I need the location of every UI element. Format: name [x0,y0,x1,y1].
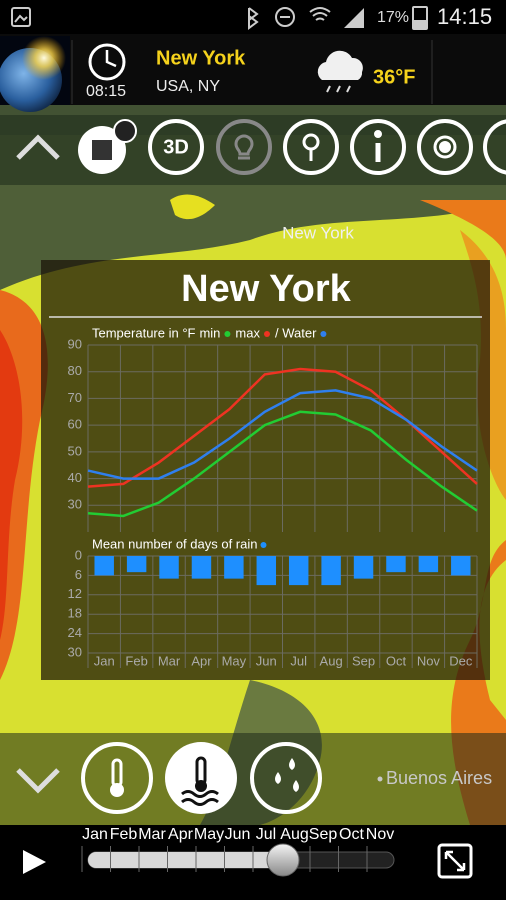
clock-icon [88,43,126,81]
y-tick-label: 70 [68,390,82,405]
bar [386,556,406,573]
water-temperature-layer-button[interactable] [165,742,237,814]
target-button[interactable] [417,119,473,175]
x-tick-label: May [222,653,247,668]
more-button[interactable] [483,119,506,175]
y-tick-label: 24 [68,625,82,640]
calendar-button[interactable] [78,119,137,174]
y-tick-label: 0 [75,547,82,562]
series-line [87,410,478,518]
region: USA, NY [156,78,220,95]
x-tick-label: Sep [352,653,375,668]
map-dot [377,776,383,782]
y-tick-label: 6 [75,567,82,582]
timeline-month: Jun [225,826,251,843]
timeline-month: Jul [256,826,276,843]
x-tick-label: Mar [158,653,181,668]
timeline-slider[interactable]: Jan Feb Mar Apr May Jun Jul Aug Sep Oct Nov [81,826,395,872]
y-tick-label: 30 [68,497,82,512]
bar [321,556,341,586]
play-button[interactable] [23,850,46,874]
collapse-button[interactable] [16,134,60,160]
bar [94,556,114,576]
y-tick-label: 50 [68,443,82,458]
y-tick-label: 90 [68,336,82,351]
weather-icon [317,50,363,93]
bar [353,556,374,579]
y-tick-label: 40 [68,470,82,485]
3d-label: 3D [163,136,189,158]
legend-label: min [199,325,220,340]
panel-title: New York [181,268,352,310]
timeline-month: Nov [366,826,394,843]
temperature-layer-button[interactable] [81,742,153,814]
y-tick-label: 80 [68,363,82,378]
light-button[interactable] [216,119,272,175]
bar [418,556,439,573]
temperature: 36°F [373,66,415,88]
clock: 14:15 [437,4,492,29]
x-tick-label: Nov [417,653,441,668]
map-label: Buenos Aires [386,768,492,788]
3d-button[interactable] [148,119,204,175]
y-tick-label: 18 [68,606,82,621]
x-tick-label: Feb [125,653,147,668]
fullscreen-button[interactable] [437,843,473,879]
legend-title: Temperature in °F [92,325,196,340]
location-button[interactable] [283,119,339,175]
status-icons [11,6,428,30]
bar [256,556,277,586]
slider-thumb[interactable] [266,843,300,877]
y-tick-label: 30 [68,644,82,659]
timeline-month: Sep [309,826,338,843]
legend-label: / Water [275,325,317,340]
chart-panel [41,260,490,680]
y-tick-label: 12 [68,586,82,601]
timeline-month: Feb [110,826,138,843]
expand-button[interactable] [16,768,60,794]
header [0,34,506,105]
bar [451,556,471,576]
legend-swatch [320,331,327,337]
legend-swatch [260,542,267,548]
series-line [87,389,478,480]
y-tick-label: 60 [68,417,82,432]
x-tick-label: Oct [386,653,407,668]
timeline-month: May [194,826,224,843]
legend-title: Mean number of days of rain [92,536,257,551]
bar [288,556,309,586]
timeline-month: Jan [82,826,108,843]
earth-thumbnail[interactable] [0,36,70,112]
bar [159,556,179,579]
x-tick-label: Jan [94,653,115,668]
x-tick-label: Aug [320,653,343,668]
legend-swatch [263,331,270,337]
info-button[interactable] [350,119,406,175]
x-tick-label: Apr [191,653,212,668]
bar [224,556,244,579]
bar [191,556,212,579]
timeline-month: Oct [339,826,364,843]
local-time: 08:15 [86,83,126,100]
x-tick-label: Jun [256,653,277,668]
bar [126,556,147,573]
timeline-month: Aug [280,826,308,843]
city-name: New York [156,47,246,69]
timeline-month: Mar [138,826,166,843]
legend-swatch [224,331,231,337]
legend-label: max [235,325,260,340]
x-tick-label: Dec [449,653,473,668]
battery-level: 17% [377,9,409,26]
x-tick-label: Jul [290,653,307,668]
rain-layer-button[interactable] [250,742,322,814]
map-label: New York [282,223,354,242]
timeline-month: Apr [168,826,194,843]
